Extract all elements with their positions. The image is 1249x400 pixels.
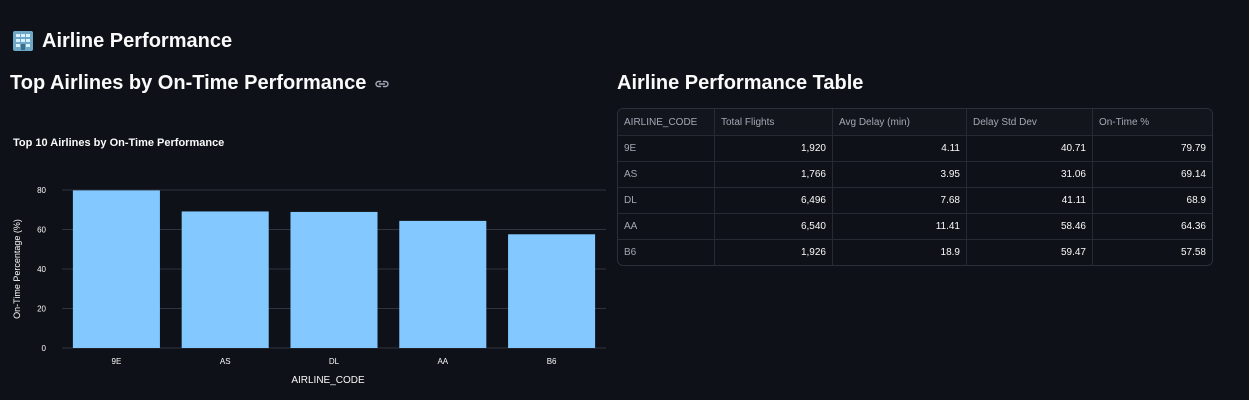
x-axis-label: AIRLINE_CODE — [291, 375, 365, 386]
column-header[interactable]: Total Flights — [714, 109, 833, 136]
table-cell: 68.9 — [1092, 187, 1212, 214]
y-tick-label: 80 — [37, 186, 46, 195]
chart-section-header: Top Airlines by On-Time Performance — [10, 72, 390, 95]
column-header[interactable]: On-Time % — [1092, 109, 1212, 136]
bar-9E[interactable] — [72, 190, 160, 348]
table-cell: 64.36 — [1092, 213, 1212, 240]
table-cell: 18.9 — [832, 239, 967, 265]
x-tick-label: 9E — [112, 357, 122, 366]
table-cell: 79.79 — [1092, 135, 1212, 162]
bar-AA[interactable] — [399, 220, 487, 348]
table-cell: 57.58 — [1180, 247, 1206, 258]
table-section-title: Airline Performance Table — [617, 72, 864, 94]
y-tick-label: 20 — [37, 305, 46, 314]
table-cell: 31.06 — [966, 161, 1093, 188]
table-cell: AS — [618, 161, 715, 188]
table-cell: 41.11 — [966, 187, 1093, 214]
table-cell: 3.95 — [832, 161, 967, 188]
table-cell: 1,766 — [714, 161, 833, 188]
link-icon[interactable] — [374, 76, 390, 92]
table-cell: 59.47 — [966, 239, 1093, 265]
table-cell: 69.14 — [1092, 161, 1212, 188]
performance-table[interactable]: AIRLINE_CODE Total Flights Avg Delay (mi… — [617, 108, 1213, 266]
table-cell: 1,920 — [714, 135, 833, 162]
table-cell: 6,540 — [714, 213, 833, 240]
bar-chart[interactable]: Top 10 Airlines by On-Time Performance O… — [8, 125, 608, 390]
table-cell: 4.11 — [832, 135, 967, 162]
table-row[interactable]: AS 1,766 3.95 31.06 69.14 — [618, 161, 1212, 188]
table-section-header: Airline Performance Table — [617, 72, 863, 95]
y-tick-label: 60 — [37, 226, 46, 235]
building-icon — [13, 31, 33, 51]
bar-B6[interactable] — [508, 234, 596, 348]
table-cell: B6 — [618, 239, 715, 265]
x-tick-label: AA — [437, 357, 448, 366]
column-header[interactable]: Delay Std Dev — [966, 109, 1093, 136]
column-header[interactable]: AIRLINE_CODE — [618, 109, 715, 136]
table-row[interactable]: 9E 1,920 4.11 40.71 79.79 — [618, 135, 1212, 162]
table-cell: 7.68 — [832, 187, 967, 214]
x-tick-label: AS — [220, 357, 231, 366]
app-header: Airline Performance — [12, 27, 232, 55]
x-tick-label: B6 — [547, 357, 557, 366]
bar-DL[interactable] — [290, 211, 378, 348]
table-row[interactable]: AA 6,540 11.41 58.46 64.36 — [618, 213, 1212, 240]
table-cell: 58.46 — [966, 213, 1093, 240]
chart-title: Top 10 Airlines by On-Time Performance — [13, 137, 224, 149]
y-tick-label: 40 — [37, 265, 46, 274]
app-title: Airline Performance — [42, 29, 233, 52]
chart-section-title: Top Airlines by On-Time Performance — [10, 72, 367, 94]
table-cell: 40.71 — [966, 135, 1093, 162]
y-axis-label: On-Time Percentage (%) — [12, 219, 22, 319]
column-header[interactable]: Avg Delay (min) — [832, 109, 967, 136]
y-tick-label: 0 — [42, 344, 47, 353]
table-header-row: AIRLINE_CODE Total Flights Avg Delay (mi… — [618, 109, 1212, 136]
table-cell: 6,496 — [714, 187, 833, 214]
x-tick-label: DL — [329, 357, 340, 366]
table-cell: 1,926 — [714, 239, 833, 265]
bar-AS[interactable] — [181, 211, 269, 348]
bar-chart-svg: Top 10 Airlines by On-Time Performance O… — [12, 137, 606, 386]
table-row[interactable]: B6 1,926 18.9 59.47 57.58 — [618, 239, 1212, 265]
table-cell: 11.41 — [832, 213, 967, 240]
table-row[interactable]: DL 6,496 7.68 41.11 68.9 — [618, 187, 1212, 214]
table-cell: DL — [618, 187, 715, 214]
table-cell: AA — [618, 213, 715, 240]
table-cell: 9E — [618, 135, 715, 162]
